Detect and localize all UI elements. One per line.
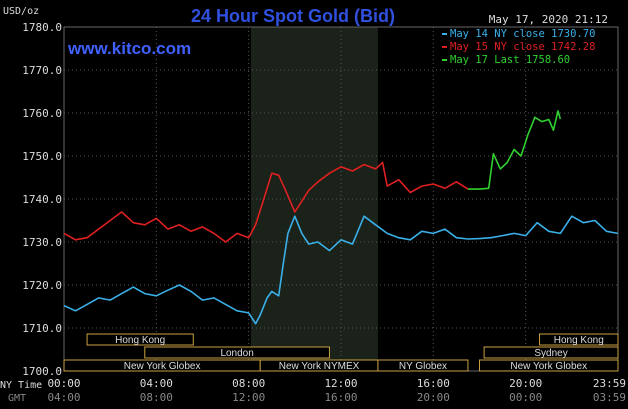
session-label: New York NYMEX: [279, 361, 360, 372]
session-label: Sydney: [534, 348, 567, 359]
watermark: www.kitco.com: [67, 39, 191, 58]
y-tick-label: 1720.0: [22, 279, 62, 292]
session-label: New York Globex: [124, 361, 201, 372]
y-axis-label: USD/oz: [3, 6, 39, 17]
x-tick-label-gmt: 16:00: [324, 391, 357, 404]
y-tick-label: 1770.0: [22, 64, 62, 77]
legend-entry: May 15 NY close 1742.28: [450, 41, 595, 53]
session-label: Hong Kong: [115, 335, 165, 346]
x-tick-label-gmt: 03:59: [593, 391, 626, 404]
x-tick-label-ny: 23:59: [593, 377, 626, 390]
x-tick-label-ny: 08:00: [232, 377, 265, 390]
session-bar: [539, 333, 619, 346]
y-axis: 1700.0 1710.0 1720.0 1730.0 1740.0 1750.0 1760…: [22, 21, 62, 378]
y-tick-label: 1740.0: [22, 193, 62, 206]
session-label: Hong Kong: [554, 335, 604, 346]
x-tick-label-ny: 16:00: [417, 377, 450, 390]
series-line-1: [63, 215, 618, 325]
x-tick-label-gmt: 08:00: [140, 391, 173, 404]
shaded-region: [250, 27, 378, 371]
y-tick-label: 1750.0: [22, 150, 62, 163]
y-tick-label: 1760.0: [22, 107, 62, 120]
x-axis: 00:0004:0004:0008:0008:0012:0012:0016:00…: [47, 377, 626, 404]
ny-time-label: NY Time: [0, 380, 42, 391]
y-tick-label: 1780.0: [22, 21, 62, 34]
legend-entry: May 17 Last 1758.60: [450, 54, 570, 66]
x-tick-label-gmt: 12:00: [232, 391, 265, 404]
session-bar: [86, 333, 194, 346]
x-tick-label-ny: 20:00: [509, 377, 542, 390]
series-line-2: [63, 161, 469, 243]
y-tick-label: 1710.0: [22, 322, 62, 335]
series-line-3: [468, 110, 562, 190]
x-tick-label-ny: 04:00: [140, 377, 173, 390]
session-label: New York Globex: [510, 361, 587, 372]
session-label: London: [220, 348, 253, 359]
x-tick-label-gmt: 00:00: [509, 391, 542, 404]
session-bar: [483, 346, 619, 359]
x-tick-label-ny: 00:00: [47, 377, 80, 390]
x-tick-label-ny: 12:00: [324, 377, 357, 390]
session-bar: [377, 359, 469, 372]
session-label: NY Globex: [399, 361, 447, 372]
price-series: [63, 110, 618, 325]
session-bar: [144, 346, 330, 359]
session-bar: [479, 359, 619, 372]
y-tick-label: 1730.0: [22, 236, 62, 249]
nymex-session-shading: [250, 27, 378, 371]
x-tick-label-gmt: 04:00: [47, 391, 80, 404]
legend-entry: May 14 NY close 1730.70: [450, 28, 595, 40]
y-tick-label: 1700.0: [22, 365, 62, 378]
market-sessions: Hong Kong London New York Globex New York N…: [63, 333, 619, 372]
chart-title: 24 Hour Spot Gold (Bid): [191, 6, 395, 26]
gmt-label: GMT: [8, 393, 26, 404]
timestamp: May 17, 2020 21:12: [489, 13, 608, 26]
x-tick-label-gmt: 20:00: [417, 391, 450, 404]
